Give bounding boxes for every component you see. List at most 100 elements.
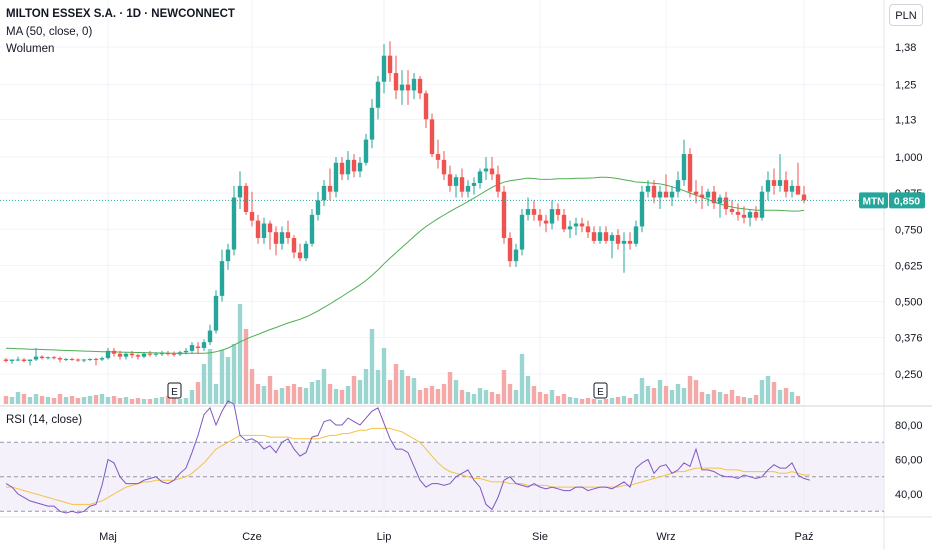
volume-bar [495,394,501,404]
volume-bar [657,380,663,404]
candle-body [99,358,105,360]
price-tick-label: 1,000 [895,152,923,164]
volume-bar [75,398,81,404]
candle-body [357,162,363,172]
candle-body [771,180,777,186]
candle-body [405,84,411,91]
candle-body [801,194,807,201]
volume-bar [261,386,267,404]
volume-bar [375,370,381,404]
price-axis: 1,381,251,131,0000,8750,7500,6250,5000,3… [895,42,923,381]
candle-body [141,353,147,357]
volume-bar [357,380,363,404]
volume-bar [447,372,453,404]
candle-body [135,355,141,357]
volume-bar [669,390,675,404]
volume-bar [21,394,27,404]
volume-bar [615,397,621,404]
candle-body [543,220,549,224]
candle-body [513,249,519,262]
volume-bar [219,350,225,404]
candle-body [759,191,765,218]
volume-bar [699,392,705,404]
volume-bar [165,396,171,404]
candle-body [483,168,489,172]
time-tick-label: Wrz [656,531,675,543]
candle-body [459,177,465,192]
candle-body [765,180,771,192]
volume-bar [621,396,627,404]
volume-bar [189,390,195,404]
volume-bar [465,392,471,404]
volume-bar [471,394,477,404]
volume-bar [717,392,723,404]
volume-bar [297,387,303,404]
candle-body [279,232,285,244]
volume-bar [57,394,63,404]
volume-bar [573,398,579,404]
candle-body [633,226,639,244]
volume-bar [345,386,351,404]
volume-bar [687,376,693,404]
volume-bar [9,397,15,404]
volume-bar [159,397,165,404]
volume-bar [117,398,123,404]
candle-body [501,191,507,238]
candle-body [783,180,789,192]
volume-bar [675,384,681,404]
volume-bar [483,390,489,404]
candle-body [3,359,9,361]
candle-body [387,55,393,74]
candle-body [45,357,51,359]
rsi-indicator-label[interactable]: RSI (14, close) [6,414,83,426]
ma-indicator-label[interactable]: MA (50, close, 0) [6,26,93,38]
candle-body [549,209,555,224]
volume-bar [537,392,543,404]
candle-body [333,162,339,192]
volume-bar [333,389,339,404]
volume-bar [363,369,369,404]
candle-body [591,232,597,241]
candle-body [657,191,663,198]
candle-body [153,353,159,355]
candle-body [753,211,759,218]
volume-bar [729,390,735,404]
candle-body [267,223,273,233]
candle-body [417,78,423,94]
candle-body [609,235,615,241]
price-tick-label: 0,750 [895,224,923,236]
volume-bar [735,396,741,404]
last-price-label: MTN 0,850 [0,192,925,209]
candle-body [171,353,177,355]
candle-body [429,119,435,155]
price-tick-label: 0,500 [895,297,923,309]
volume-bar [507,384,513,404]
volume-bar [87,396,93,404]
candle-body [69,358,75,360]
candle-body [441,159,447,175]
currency-button[interactable]: PLN [889,4,923,26]
volume-bar [561,394,567,404]
volume-indicator-label[interactable]: Wolumen [6,43,55,55]
candle-body [213,295,219,331]
volume-bar [663,386,669,404]
volume-bar [33,394,39,404]
volume-bar [513,390,519,404]
volume-bar [609,398,615,404]
volume-bar [201,364,207,404]
candle-body [699,194,705,198]
candle-body [261,223,267,238]
volume-bar [777,390,783,404]
volume-bar [753,395,759,404]
chart-title: MILTON ESSEX S.A. · 1D · NEWCONNECT [6,8,235,20]
price-tick-label: 1,13 [895,114,916,126]
volume-bar [183,398,189,404]
rsi-line [5,400,811,514]
volume-bar [141,399,147,404]
volume-bar [243,329,249,404]
volume-bar [351,376,357,404]
volume-bar [765,376,771,404]
volume-bar [51,398,57,404]
